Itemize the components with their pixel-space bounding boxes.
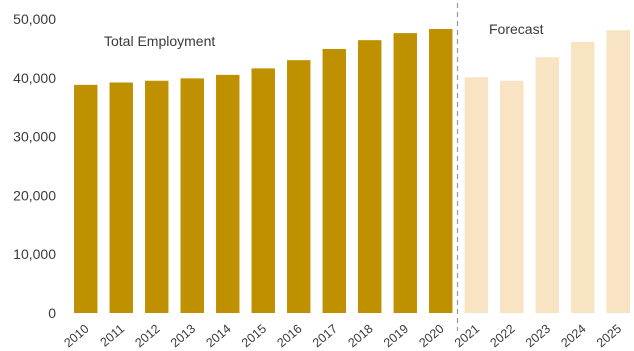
forecast-bar-2025 xyxy=(606,30,630,314)
y-tick-label: 40,000 xyxy=(13,70,56,86)
x-tick-label: 2018 xyxy=(345,322,375,351)
x-tick-label: 2012 xyxy=(132,322,162,351)
x-tick-label: 2017 xyxy=(310,322,340,351)
x-axis: 2010 2011 2012 2013 2014 2015 2016 2017 2018 2019… xyxy=(61,322,624,351)
bar-2019 xyxy=(393,33,417,313)
y-tick-label: 30,000 xyxy=(13,129,56,145)
bar-2018 xyxy=(358,40,382,313)
x-tick-label: 2014 xyxy=(203,322,233,351)
x-tick-label: 2023 xyxy=(523,322,553,351)
y-tick-label: 0 xyxy=(48,305,56,321)
bar-2013 xyxy=(180,78,204,313)
bar-2020 xyxy=(429,28,453,313)
bar-2014 xyxy=(216,74,240,313)
y-tick-label: 50,000 xyxy=(13,11,56,27)
x-tick-label: 2019 xyxy=(381,322,411,351)
bar-2016 xyxy=(287,60,311,313)
x-tick-label: 2015 xyxy=(239,322,269,351)
forecast-bar-2024 xyxy=(571,41,595,313)
total-employment-annotation: Total Employment xyxy=(104,33,215,49)
forecast-bar-2023 xyxy=(535,57,559,313)
bars xyxy=(74,28,630,314)
y-tick-label: 20,000 xyxy=(13,187,56,203)
x-tick-label: 2020 xyxy=(416,322,446,351)
bar-2015 xyxy=(251,68,275,313)
x-tick-label: 2022 xyxy=(487,322,517,351)
x-tick-label: 2016 xyxy=(274,322,304,351)
forecast-bar-2021 xyxy=(464,77,488,313)
forecast-bar-2022 xyxy=(500,80,524,314)
forecast-annotation: Forecast xyxy=(489,21,544,37)
bar-2010 xyxy=(74,84,98,313)
x-tick-label: 2011 xyxy=(98,322,128,350)
y-tick-label: 10,000 xyxy=(13,246,56,262)
y-axis: 0 10,000 20,000 30,000 40,000 50,000 xyxy=(13,11,56,321)
x-tick-label: 2013 xyxy=(168,322,198,351)
bar-2012 xyxy=(145,80,169,314)
bar-2011 xyxy=(109,82,133,313)
x-tick-label: 2010 xyxy=(61,322,91,351)
x-tick-label: 2025 xyxy=(594,322,624,351)
bar-2017 xyxy=(322,48,346,313)
x-tick-label: 2021 xyxy=(452,322,482,351)
x-tick-label: 2024 xyxy=(558,322,588,351)
